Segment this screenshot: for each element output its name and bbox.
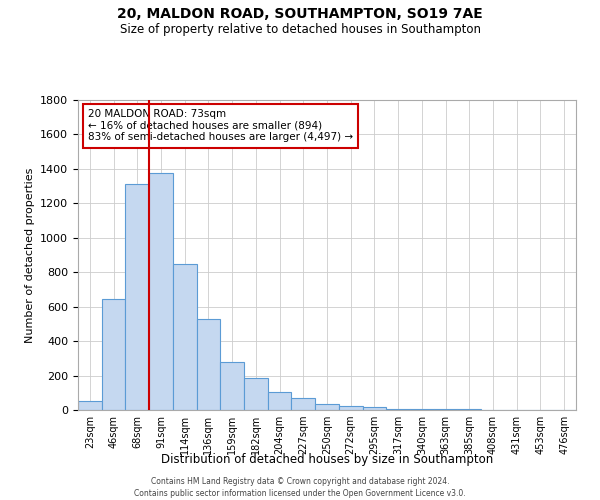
Y-axis label: Number of detached properties: Number of detached properties	[25, 168, 35, 342]
Bar	[362, 406, 386, 410]
Text: Distribution of detached houses by size in Southampton: Distribution of detached houses by size …	[161, 452, 493, 466]
Text: 20, MALDON ROAD, SOUTHAMPTON, SO19 7AE: 20, MALDON ROAD, SOUTHAMPTON, SO19 7AE	[117, 8, 483, 22]
Text: Size of property relative to detached houses in Southampton: Size of property relative to detached ho…	[119, 22, 481, 36]
Bar	[339, 406, 362, 410]
Text: Contains HM Land Registry data © Crown copyright and database right 2024.: Contains HM Land Registry data © Crown c…	[151, 478, 449, 486]
Bar	[149, 173, 173, 410]
Bar	[173, 264, 197, 410]
Bar	[410, 409, 434, 410]
Bar	[315, 404, 339, 410]
Bar	[125, 184, 149, 410]
Bar	[197, 318, 220, 410]
Bar	[102, 299, 125, 410]
Bar	[220, 362, 244, 410]
Bar	[244, 378, 268, 410]
Text: 20 MALDON ROAD: 73sqm
← 16% of detached houses are smaller (894)
83% of semi-det: 20 MALDON ROAD: 73sqm ← 16% of detached …	[88, 110, 353, 142]
Text: Contains public sector information licensed under the Open Government Licence v3: Contains public sector information licen…	[134, 489, 466, 498]
Bar	[434, 409, 457, 410]
Bar	[268, 392, 292, 410]
Bar	[292, 398, 315, 410]
Bar	[386, 408, 410, 410]
Bar	[78, 400, 102, 410]
